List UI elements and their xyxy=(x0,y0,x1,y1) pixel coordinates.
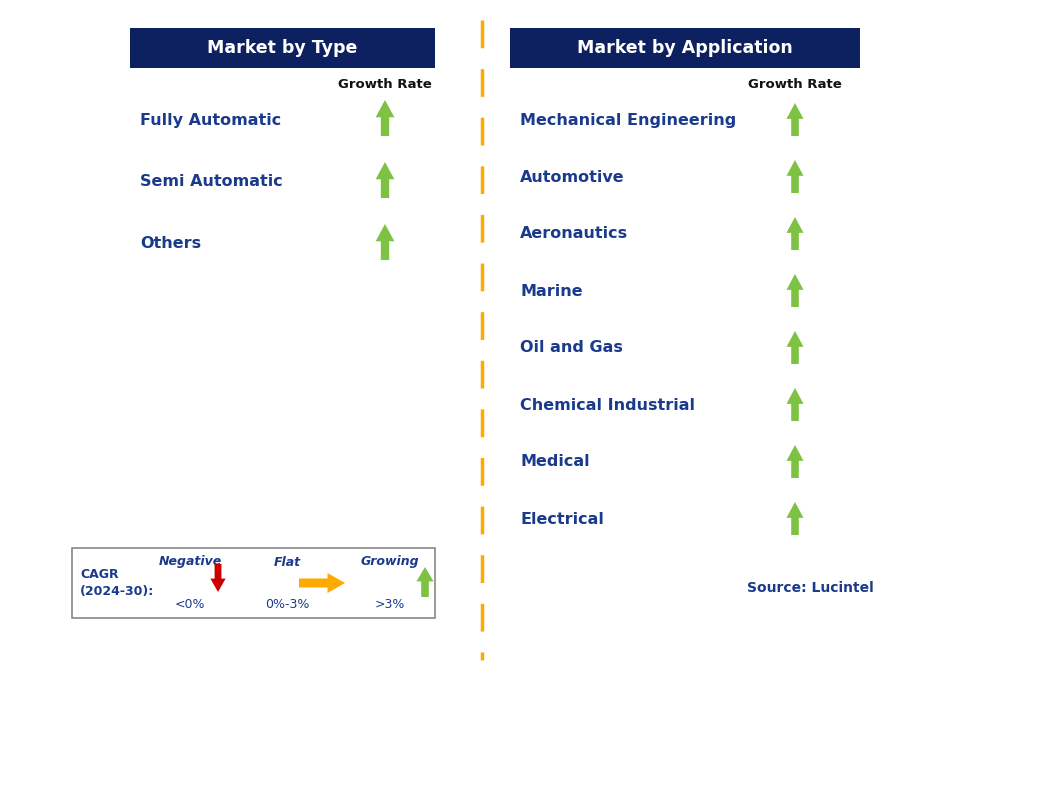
Polygon shape xyxy=(786,217,803,250)
Text: 0%-3%: 0%-3% xyxy=(265,597,310,611)
Polygon shape xyxy=(375,100,394,136)
Text: Fully Automatic: Fully Automatic xyxy=(140,112,281,128)
Bar xyxy=(509,28,860,68)
Polygon shape xyxy=(299,573,345,593)
Text: Medical: Medical xyxy=(520,454,590,470)
Text: Negative: Negative xyxy=(159,555,222,568)
Polygon shape xyxy=(375,224,394,260)
Polygon shape xyxy=(416,567,433,597)
Polygon shape xyxy=(786,274,803,307)
Text: Flat: Flat xyxy=(274,555,300,568)
Text: Electrical: Electrical xyxy=(520,512,604,526)
Text: Mechanical Engineering: Mechanical Engineering xyxy=(520,112,737,128)
Polygon shape xyxy=(786,445,803,478)
Polygon shape xyxy=(375,162,394,198)
Text: (2024-30):: (2024-30): xyxy=(80,586,154,599)
Text: CAGR: CAGR xyxy=(80,567,118,580)
Text: Oil and Gas: Oil and Gas xyxy=(520,341,623,356)
Text: Growing: Growing xyxy=(360,555,420,568)
Text: Semi Automatic: Semi Automatic xyxy=(140,174,283,190)
Text: Automotive: Automotive xyxy=(520,169,625,185)
Polygon shape xyxy=(786,388,803,421)
Text: Aeronautics: Aeronautics xyxy=(520,227,628,241)
Text: Growth Rate: Growth Rate xyxy=(338,78,432,91)
Polygon shape xyxy=(786,103,803,136)
Text: Chemical Industrial: Chemical Industrial xyxy=(520,398,696,412)
Polygon shape xyxy=(786,502,803,535)
Polygon shape xyxy=(210,564,225,592)
FancyBboxPatch shape xyxy=(72,548,435,618)
Bar xyxy=(130,28,435,68)
Text: Others: Others xyxy=(140,236,201,252)
Text: >3%: >3% xyxy=(375,597,405,611)
Text: Market by Type: Market by Type xyxy=(207,39,357,57)
Text: <0%: <0% xyxy=(174,597,205,611)
Text: Marine: Marine xyxy=(520,283,582,299)
Text: Source: Lucintel: Source: Lucintel xyxy=(746,581,873,595)
Polygon shape xyxy=(786,160,803,193)
Text: Growth Rate: Growth Rate xyxy=(748,78,841,91)
Text: Market by Application: Market by Application xyxy=(577,39,793,57)
Polygon shape xyxy=(786,331,803,364)
